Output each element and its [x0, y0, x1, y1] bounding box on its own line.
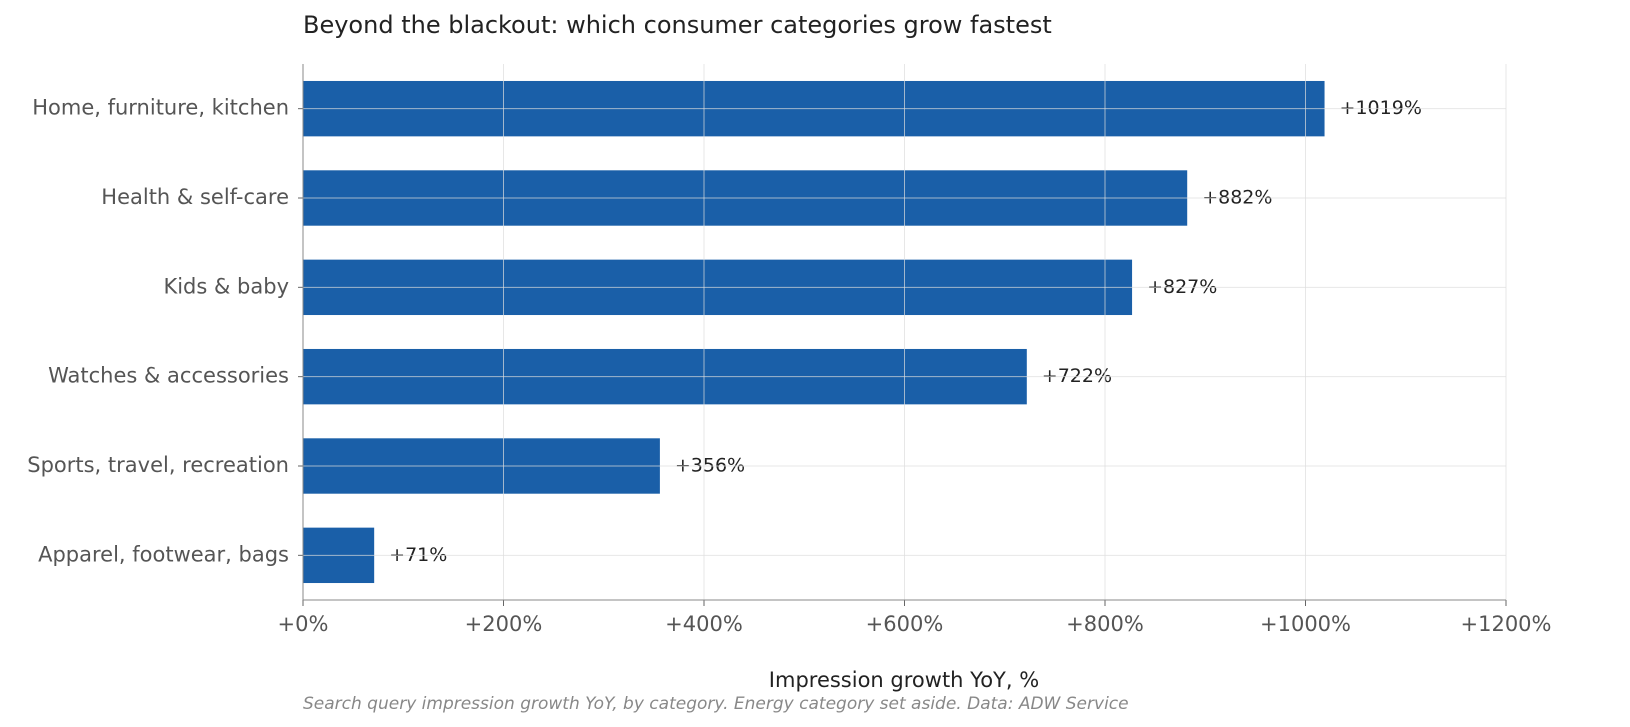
y-tick-label: Health & self-care — [101, 185, 289, 209]
x-tick-label: +800% — [1066, 612, 1144, 636]
x-tick-label: +1200% — [1461, 612, 1552, 636]
y-tick-label: Home, furniture, kitchen — [32, 96, 289, 120]
caption: Search query impression growth YoY, by c… — [303, 694, 1129, 714]
x-axis-label: Impression growth YoY, % — [769, 668, 1039, 692]
x-tick-label: +1000% — [1260, 612, 1351, 636]
x-tick-label: +0% — [278, 612, 329, 636]
x-tick-label: +600% — [866, 612, 944, 636]
chart-title: Beyond the blackout: which consumer cate… — [303, 11, 1052, 39]
x-tick-label: +400% — [665, 612, 743, 636]
y-tick-label: Sports, travel, recreation — [27, 453, 289, 477]
x-tick-label: +200% — [465, 612, 543, 636]
y-tick-label: Apparel, footwear, bags — [38, 542, 289, 566]
y-tick-label: Kids & baby — [163, 274, 289, 298]
y-tick-label: Watches & accessories — [48, 364, 289, 388]
